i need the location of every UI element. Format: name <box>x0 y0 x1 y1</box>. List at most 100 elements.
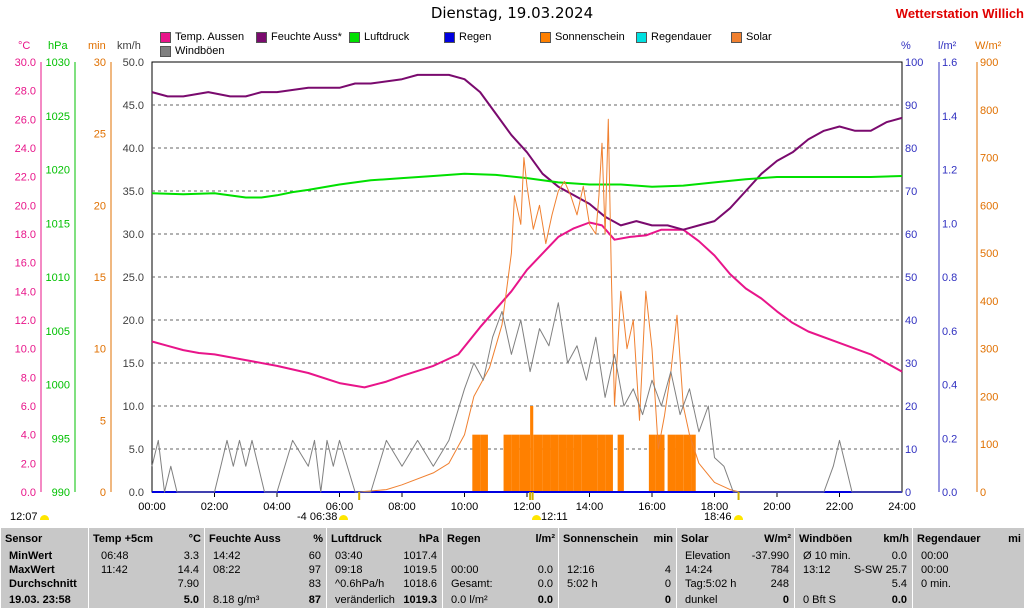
table-header-unit: % <box>313 533 323 545</box>
table-cell: 83 <box>308 578 321 590</box>
table-row: Durchschnitt <box>1 578 89 592</box>
table-cell: 0.0 <box>537 564 553 576</box>
table-row: Tag:5:02 h 248 <box>677 578 795 592</box>
temp-tick-label: 2.0 <box>21 458 36 470</box>
station-name: Wetterstation Willich <box>895 6 1024 21</box>
table-section-solar: Solar W/m² Elevation -37.990 14:24 784 Tag:5:0… <box>676 528 795 608</box>
table-cell: 00:00 <box>921 550 949 562</box>
table-row: 0 min. <box>913 578 1024 592</box>
sunshine-bar <box>605 434 613 492</box>
x-tick-label: 24:00 <box>888 501 916 513</box>
table-cell: 60 <box>308 550 321 562</box>
table-cell: 08:22 <box>213 564 241 576</box>
temp-tick-label: 6.0 <box>21 401 36 413</box>
table-cell: S-SW 25.7 <box>853 564 907 576</box>
pressure-tick-label: 1020 <box>46 165 70 177</box>
solar-tick-label: 600 <box>980 200 998 212</box>
table-header-unit: W/m² <box>764 533 791 545</box>
table-cell: 3.3 <box>183 550 199 562</box>
x-tick-label: 14:00 <box>576 501 604 513</box>
solar-tick-label: 800 <box>980 105 998 117</box>
sunshine-bar <box>542 434 551 492</box>
wind-tick-label: 50.0 <box>123 57 144 69</box>
table-header-unit: l/m² <box>535 533 555 545</box>
event-marker-1: 12:07 <box>10 511 49 523</box>
rain-tick-label: 0.6 <box>942 326 957 338</box>
table-cell: 09:18 <box>335 564 363 576</box>
sunshine-bar <box>566 434 574 492</box>
rain-unit-label: l/m² <box>938 40 957 52</box>
temp-tick-label: 30.0 <box>15 57 36 69</box>
table-header-label: Feuchte Auss <box>209 533 281 545</box>
legend-label: Sonnenschein <box>555 31 625 43</box>
pressure-tick-label: 1025 <box>46 111 70 123</box>
table-cell: 4 <box>664 564 671 576</box>
table-row: 00:00 0.0 <box>443 564 559 578</box>
sunset-icon <box>733 514 743 520</box>
temp-tick-label: 8.0 <box>21 372 36 384</box>
table-cell: 5.4 <box>891 578 907 590</box>
table-cell: 12:16 <box>567 564 595 576</box>
temp-tick-label: 0.0 <box>21 487 36 499</box>
legend-swatch <box>160 31 171 43</box>
table-row: 0.0 l/m² 0.0 <box>443 594 559 608</box>
x-tick-label: 08:00 <box>388 501 416 513</box>
rain-tick-label: 1.6 <box>942 57 957 69</box>
solar-tick-label: 500 <box>980 248 998 260</box>
sunshine-bar <box>527 434 531 492</box>
wind-tick-label: 25.0 <box>123 272 144 284</box>
solar-tick-label: 0 <box>980 487 986 499</box>
sunshine-bar <box>472 434 481 492</box>
table-header-unit: mi <box>1008 533 1021 545</box>
table-cell: 14:24 <box>685 564 713 576</box>
minutes-tick-label: 0 <box>100 487 106 499</box>
wind-tick-label: 5.0 <box>129 444 144 456</box>
sunshine-bar <box>530 406 534 492</box>
table-row: 11:42 14.4 <box>89 564 205 578</box>
sunshine-bar <box>558 434 567 492</box>
humidity-tick-label: 90 <box>905 100 917 112</box>
sunshine-bar <box>655 434 665 492</box>
temp-tick-label: 24.0 <box>15 143 36 155</box>
humidity-tick-label: 20 <box>905 401 917 413</box>
table-cell: 7.90 <box>177 578 199 590</box>
sunshine-bar <box>533 434 543 492</box>
solar-tick-label: 300 <box>980 344 998 356</box>
table-cell: 0 <box>782 594 789 606</box>
humidity-tick-label: 0 <box>905 487 911 499</box>
table-header-label: Windböen <box>799 533 853 545</box>
sunshine-bar <box>597 434 606 492</box>
table-cell: 1018.6 <box>403 578 437 590</box>
chart-title: Dienstag, 19.03.2024 <box>430 4 594 22</box>
rain-tick-label: 1.4 <box>942 111 957 123</box>
table-row: 8.18 g/m³ 87 <box>205 594 327 608</box>
table-row: 0 <box>559 594 677 608</box>
x-tick-label: 16:00 <box>638 501 666 513</box>
legend-swatch <box>349 31 360 43</box>
legend-label: Solar <box>746 31 772 43</box>
sunshine-bar <box>581 434 590 492</box>
table-header-unit: hPa <box>418 533 439 545</box>
statistics-table: Sensor MinWert MaxWert Durchschnitt 19.03. 2… <box>0 528 1024 608</box>
sun-icon <box>39 514 49 520</box>
table-cell: 0.0 <box>537 594 553 606</box>
table-section-sonne: Sonnenschein min 12:16 4 5:02 h 0 0 <box>558 528 677 608</box>
pressure-tick-label: 990 <box>52 487 70 499</box>
minutes-tick-label: 15 <box>94 272 106 284</box>
table-row: 0 Bft S 0.0 <box>795 594 913 608</box>
legend-label: Windböen <box>175 45 225 57</box>
table-header: Solar W/m² <box>681 533 791 547</box>
table-cell: 1017.4 <box>403 550 437 562</box>
sunshine-bar <box>511 434 520 492</box>
pressure-tick-label: 1015 <box>46 218 70 230</box>
table-header-label: Luftdruck <box>331 533 382 545</box>
table-row: MaxWert <box>1 564 89 578</box>
table-row <box>443 550 559 564</box>
solar-tick-label: 700 <box>980 153 998 165</box>
table-row: 14:42 60 <box>205 550 327 564</box>
x-tick-label: 10:00 <box>451 501 479 513</box>
temp-tick-label: 10.0 <box>15 344 36 356</box>
solar-tick-label: 100 <box>980 439 998 451</box>
minutes-tick-label: 25 <box>94 129 106 141</box>
legend-swatch <box>540 31 551 43</box>
